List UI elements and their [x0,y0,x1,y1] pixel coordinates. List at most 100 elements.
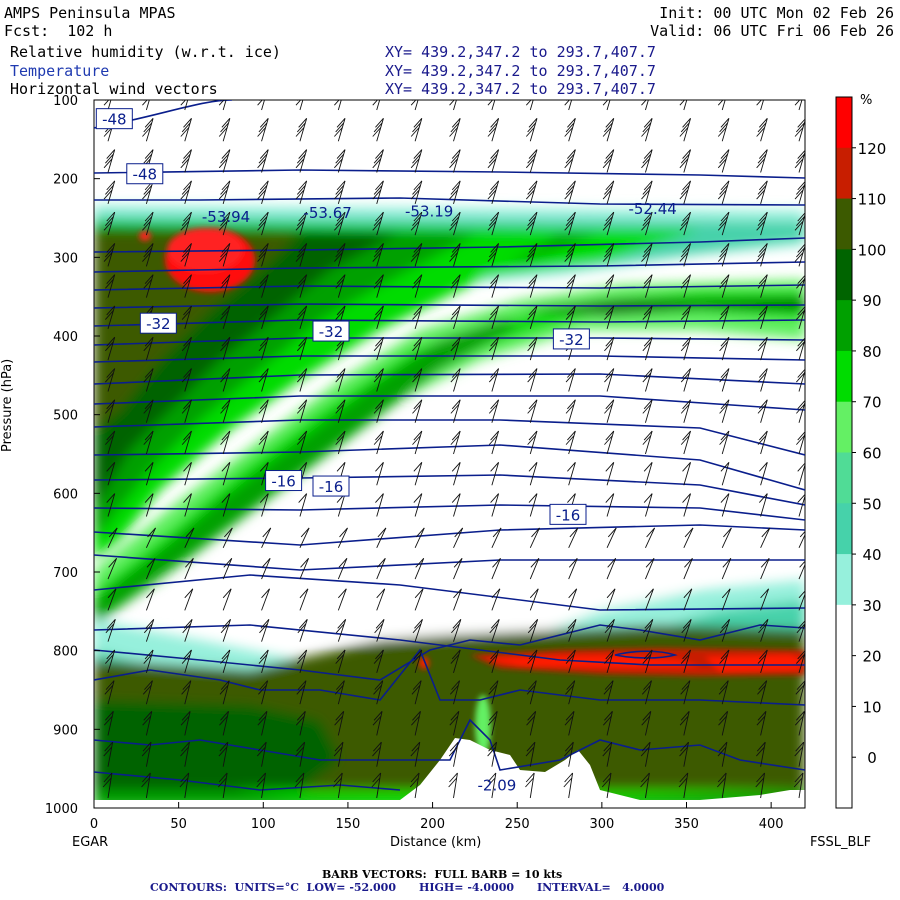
wind-barb [142,118,154,142]
wind-barb [298,493,308,517]
wind-barb [641,243,653,267]
wind-barb [760,558,770,580]
wind-barb [642,368,653,392]
wind-barb [525,100,534,111]
wind-barb [410,118,423,142]
wind-barb [145,527,156,549]
wind-barb [449,243,461,267]
wind-barb [606,527,617,549]
colorbar-label: 100 [858,241,887,259]
wind-barb [796,368,805,392]
wind-barb [222,588,232,611]
wind-barb [221,493,231,517]
wind-barb [529,558,540,580]
wind-barb [105,619,116,642]
wind-barb [796,620,805,642]
wind-barb [757,368,768,392]
wind-barb [296,368,308,392]
wind-barb [259,493,269,517]
wind-barb [450,430,461,455]
wind-barb [798,590,805,611]
wind-barb [568,558,578,580]
y-tick-label: 500 [53,409,78,424]
colorbar-swatch [836,655,852,707]
barb-note: BARB VECTORS: FULL BARB = 10 kts [322,868,563,881]
wind-barb [258,274,269,298]
colorbar-swatch [836,604,852,657]
wind-barb [717,118,730,142]
wind-barb [220,336,231,361]
wind-barb [450,274,461,298]
wind-barb [564,741,574,767]
wind-barb [105,430,116,455]
wind-barb [721,588,731,611]
wind-barb [145,558,156,580]
colorbar-label: 120 [858,140,887,158]
wind-barb [334,100,342,111]
wind-barb [258,368,269,392]
wind-barb [258,649,269,674]
wind-barb [487,243,500,267]
wind-barb [220,305,231,330]
forecast-hour: Fcst: 102 h [4,22,113,40]
wind-barb [449,118,461,142]
wind-barb [565,274,576,298]
field-xy-wind: XY= 439.2,347.2 to 293.7,407.7 [385,80,656,98]
init-time: Init: 00 UTC Mon 02 Feb 26 [659,4,894,22]
wind-barb [295,118,308,142]
wind-barb [757,305,768,330]
wind-barb [257,711,268,736]
wind-barb [105,336,116,361]
wind-barb [181,399,192,423]
wind-barb [335,368,346,392]
wind-barb [295,149,308,173]
x-tick-label: 0 [90,817,98,832]
wind-barb [143,274,154,298]
wind-barb [256,741,267,767]
wind-barb [680,399,691,423]
wind-barb [756,711,767,736]
wind-barb [180,711,191,736]
y-axis-label-text: Pressure (hPa) [0,358,15,452]
wind-barb [602,211,615,236]
wind-barb [258,399,269,423]
wind-barb [257,180,269,204]
wind-barb [717,100,726,111]
y-tick-label: 200 [53,173,78,188]
wind-barb [758,462,768,486]
contour-label-text: -16 [319,478,344,496]
wind-barb [299,527,310,549]
wind-barb [604,430,615,455]
wind-barb [682,462,691,486]
contour-label-text: -32 [559,331,584,349]
colorbar-label: 50 [862,495,881,513]
wind-barb [258,336,269,361]
wind-barb [145,588,155,611]
wind-barb [372,100,381,111]
contour-label-text: -16 [556,506,581,524]
colorbar-swatch [836,198,852,250]
wind-barb [605,493,615,517]
colorbar-swatch [836,350,852,403]
wind-barb [487,100,496,111]
wind-barb [641,211,653,236]
wind-barb [261,588,270,611]
wind-barb [528,462,538,486]
wind-barb [603,711,613,736]
x-tick-label: 350 [674,817,699,832]
wind-barb [296,649,308,674]
wind-barb [643,462,653,486]
wind-barb [412,399,423,423]
wind-barb [525,211,538,236]
wind-barb [373,649,384,674]
wind-barb [488,336,500,361]
valid-time: Valid: 06 UTC Fri 06 Feb 26 [650,22,894,40]
wind-barb [642,274,653,298]
wind-barb [142,243,154,267]
colorbar-label: 90 [862,292,881,310]
wind-barb [640,741,651,767]
wind-barb [220,430,231,455]
wind-barb [144,493,154,517]
wind-barb [296,680,307,705]
